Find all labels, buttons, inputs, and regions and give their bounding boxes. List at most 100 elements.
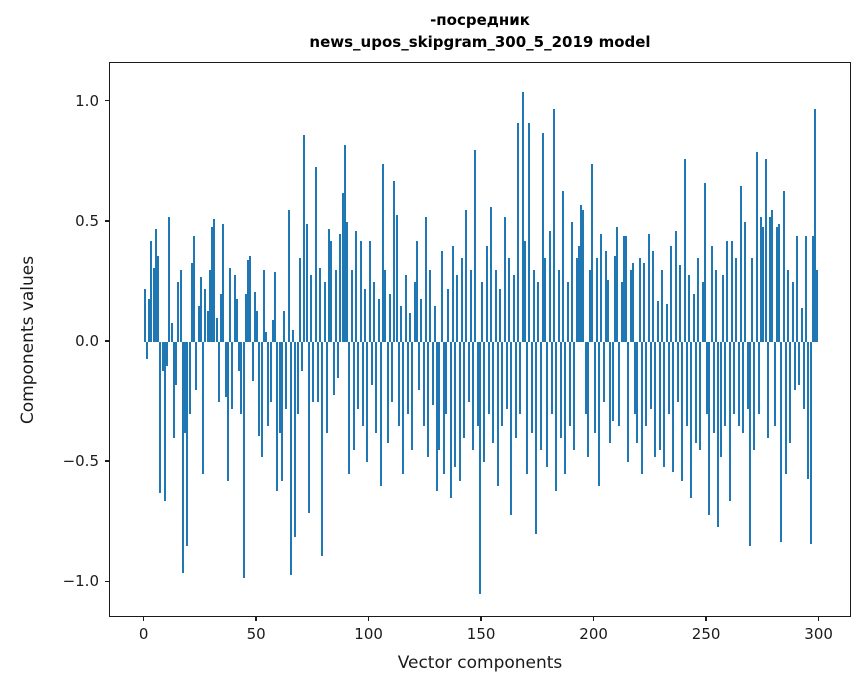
bar xyxy=(796,236,799,343)
bar xyxy=(771,209,774,343)
bar xyxy=(217,342,220,403)
bar xyxy=(706,342,709,415)
bar xyxy=(260,342,263,458)
bar xyxy=(359,241,362,343)
bar xyxy=(267,342,270,427)
bar xyxy=(499,289,502,343)
bar xyxy=(276,342,279,492)
bar xyxy=(411,342,414,451)
bar xyxy=(436,342,439,492)
bar xyxy=(769,217,772,343)
bar xyxy=(663,342,666,468)
bar xyxy=(292,330,295,343)
bar xyxy=(611,342,614,422)
bar xyxy=(166,342,169,367)
bar xyxy=(753,342,756,451)
bar xyxy=(517,123,520,343)
bar xyxy=(485,245,488,343)
bar xyxy=(427,342,430,458)
bar xyxy=(184,342,187,434)
bar xyxy=(636,342,639,443)
bar xyxy=(589,269,592,343)
x-axis-tick xyxy=(817,617,820,621)
bar xyxy=(512,274,515,343)
bar xyxy=(584,342,587,415)
bar xyxy=(199,277,202,343)
bar xyxy=(562,190,565,343)
bar xyxy=(168,217,171,343)
x-axis-tick xyxy=(480,617,482,621)
x-axis-tick xyxy=(705,617,707,621)
bar xyxy=(339,233,342,343)
bar xyxy=(415,241,418,343)
x-axis-tick-label: 0 xyxy=(138,625,149,643)
bar xyxy=(193,236,196,343)
bar xyxy=(805,236,808,343)
bar xyxy=(744,221,747,343)
bar xyxy=(625,236,628,343)
bar xyxy=(616,226,619,343)
bar xyxy=(458,342,461,482)
bar xyxy=(591,164,594,343)
bar xyxy=(258,342,261,436)
bar xyxy=(557,269,560,343)
bar xyxy=(490,207,493,343)
bar xyxy=(294,342,297,537)
bar xyxy=(798,342,801,386)
bar xyxy=(807,342,810,480)
x-axis-tick-label: 100 xyxy=(354,625,383,643)
bar xyxy=(532,269,535,343)
bar xyxy=(278,342,281,434)
bar xyxy=(244,293,247,343)
bar xyxy=(629,269,632,343)
bar xyxy=(179,269,182,343)
bar xyxy=(780,342,783,542)
bar xyxy=(737,342,740,427)
x-axis-tick-label: 300 xyxy=(804,625,833,643)
chart-title: -посредник news_upos_skipgram_300_5_2019… xyxy=(109,9,851,53)
bar xyxy=(643,262,646,343)
bar xyxy=(521,92,524,343)
bar xyxy=(312,342,315,403)
x-axis-label: Vector components xyxy=(397,653,563,673)
bar xyxy=(553,108,556,343)
bar xyxy=(618,342,621,427)
x-axis-tick xyxy=(142,617,145,621)
bar xyxy=(181,342,184,573)
bar xyxy=(256,310,259,343)
bar xyxy=(802,342,805,410)
bar xyxy=(467,342,470,403)
bar xyxy=(229,267,232,343)
bar xyxy=(751,257,754,343)
bar xyxy=(762,226,765,343)
bar xyxy=(379,342,382,487)
bar xyxy=(476,342,479,427)
bar xyxy=(334,269,337,343)
bar xyxy=(447,289,450,343)
bar xyxy=(600,233,603,343)
bar xyxy=(528,123,531,343)
bar xyxy=(721,274,724,343)
bar xyxy=(670,245,673,343)
bar xyxy=(526,342,529,475)
bar xyxy=(604,250,607,343)
bar xyxy=(397,342,400,427)
bar xyxy=(143,289,146,343)
y-axis-tick-label: −0.5 xyxy=(62,452,99,471)
bar xyxy=(409,313,412,343)
bar xyxy=(364,289,367,343)
bar xyxy=(384,269,387,343)
bar xyxy=(793,342,796,391)
bar xyxy=(564,342,567,475)
bar xyxy=(503,217,506,343)
bar xyxy=(242,342,245,578)
bar xyxy=(742,342,745,434)
bar xyxy=(175,342,178,386)
bar xyxy=(404,274,407,343)
bar xyxy=(717,342,720,528)
bar xyxy=(728,342,731,501)
bar xyxy=(161,342,164,371)
bar xyxy=(283,310,286,343)
bar xyxy=(661,269,664,343)
bar xyxy=(211,226,214,343)
